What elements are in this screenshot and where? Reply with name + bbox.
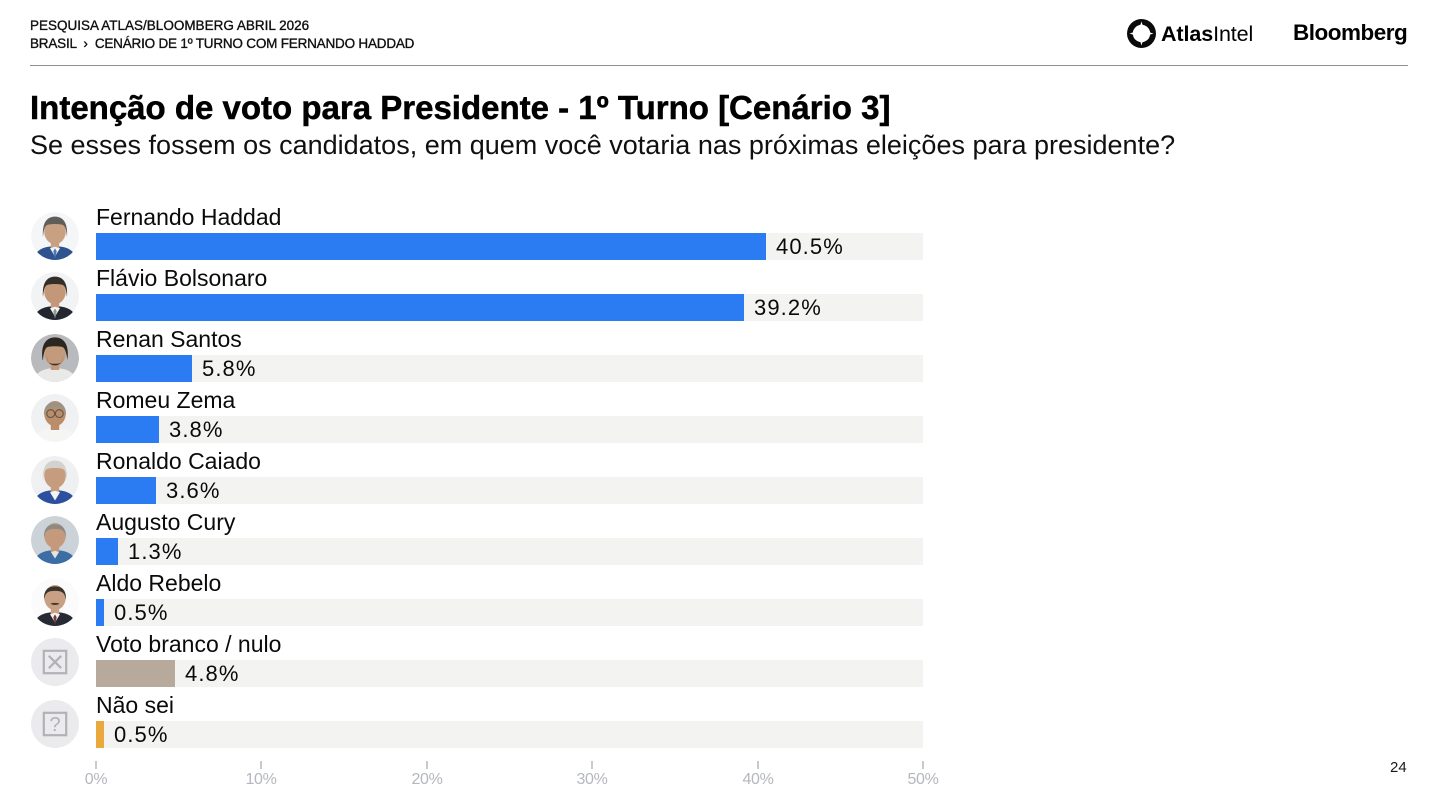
svg-text:?: ? (49, 714, 60, 736)
